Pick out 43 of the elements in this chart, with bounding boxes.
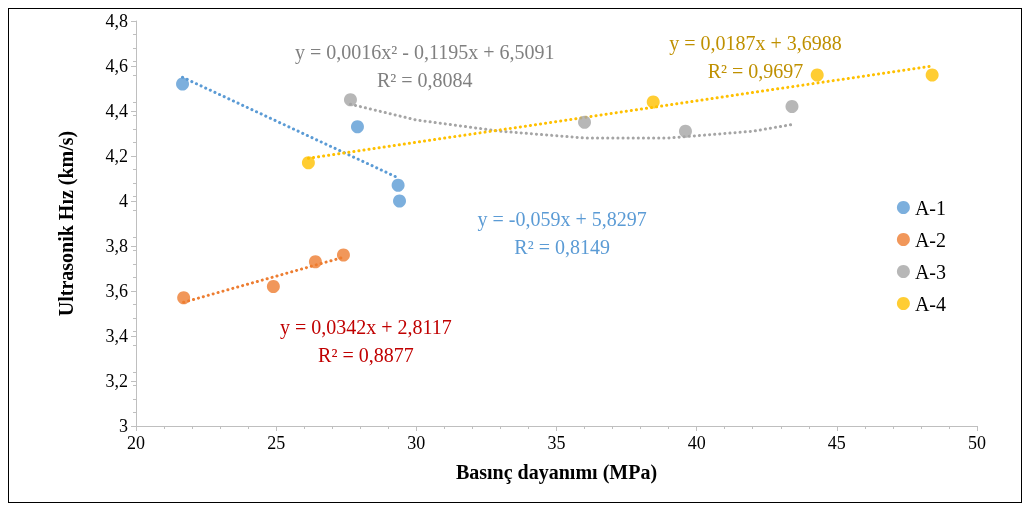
y-tick-label: 4,6 xyxy=(105,56,128,76)
y-tick-label: 3,8 xyxy=(105,236,128,256)
x-axis-title: Basınç dayanımı (MPa) xyxy=(455,461,658,484)
y-tick-label: 4,2 xyxy=(105,146,128,166)
y-tick-label: 3,4 xyxy=(105,326,128,346)
y-tick-label: 4,4 xyxy=(105,101,128,121)
x-tick-label: 25 xyxy=(267,433,286,453)
legend-label: A-4 xyxy=(914,292,947,315)
annotation: y = -0,059x + 5,8297 R² = 0,8149 xyxy=(477,207,647,258)
point xyxy=(678,124,692,138)
legend-label: A-1 xyxy=(914,196,947,219)
x-tick-label: 50 xyxy=(968,433,986,453)
point xyxy=(343,93,357,107)
y-axis-title: Ultrasonik Hız (km/s) xyxy=(55,130,78,317)
point xyxy=(350,120,364,134)
point xyxy=(177,291,191,305)
y-tick-label: 3,2 xyxy=(105,371,128,391)
y-tick-label: 3,6 xyxy=(105,281,128,301)
point xyxy=(266,280,280,293)
point xyxy=(785,100,799,113)
annotation: y = 0,0342x + 2,8117 R² = 0,8877 xyxy=(279,315,452,366)
point xyxy=(646,95,660,109)
point xyxy=(301,156,315,170)
point xyxy=(578,115,592,129)
legend-label: A-2 xyxy=(914,228,947,251)
x-tick-label: 30 xyxy=(407,433,426,453)
x-tick-label: 45 xyxy=(827,433,846,453)
legend-label: A-3 xyxy=(914,260,947,283)
annotation: y = 0,0016x² - 0,1195x + 6,5091 R² = 0,8084 xyxy=(295,41,555,91)
y-tick-label: 3 xyxy=(119,416,128,436)
point xyxy=(176,77,190,91)
y-tick-label: 4 xyxy=(119,191,128,211)
point xyxy=(308,255,322,269)
point xyxy=(336,248,350,262)
point xyxy=(391,178,405,192)
x-tick-label: 40 xyxy=(687,433,706,453)
annotation: y = 0,0187x + 3,6988 R² = 0,9697 xyxy=(669,32,842,82)
point xyxy=(925,68,939,82)
x-tick-label: 35 xyxy=(547,433,566,453)
point xyxy=(393,194,407,208)
y-tick-label: 4,8 xyxy=(105,11,128,31)
point xyxy=(810,68,824,82)
x-tick-label: 20 xyxy=(127,433,145,453)
